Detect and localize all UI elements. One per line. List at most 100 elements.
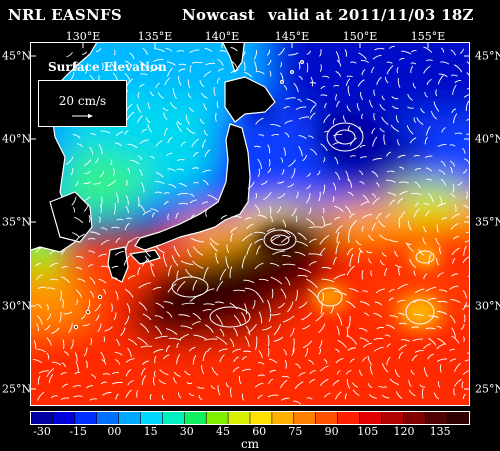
current-vector xyxy=(390,124,400,132)
current-vector xyxy=(411,50,417,53)
current-vector xyxy=(110,159,113,166)
current-vector xyxy=(271,288,274,299)
current-vector xyxy=(441,217,448,221)
current-vector xyxy=(152,212,156,218)
current-vector xyxy=(241,50,246,58)
current-vector xyxy=(451,213,460,219)
current-vector xyxy=(167,136,173,144)
current-vector xyxy=(138,282,151,289)
current-vector xyxy=(464,240,470,243)
current-vector xyxy=(359,369,363,377)
current-vector xyxy=(451,335,460,344)
current-vector xyxy=(230,69,239,74)
current-vector xyxy=(463,314,466,323)
current-vector xyxy=(114,142,122,147)
current-vector xyxy=(346,326,349,338)
current-vector xyxy=(215,314,224,326)
current-vector xyxy=(192,279,198,291)
current-vector xyxy=(139,204,146,213)
current-vector xyxy=(301,312,312,321)
current-vector xyxy=(320,143,328,152)
current-vector xyxy=(267,334,270,347)
colorbar-swatch xyxy=(31,412,54,424)
current-vector xyxy=(267,299,271,313)
current-vector xyxy=(72,206,75,213)
colorbar-swatch xyxy=(425,412,448,424)
current-vector xyxy=(127,143,138,149)
current-vector xyxy=(424,92,428,98)
current-vector xyxy=(454,79,462,84)
current-vector xyxy=(153,376,156,386)
current-vector xyxy=(271,133,280,137)
current-vector xyxy=(438,169,446,175)
current-vector xyxy=(111,277,118,280)
current-vector xyxy=(437,311,448,315)
current-vector xyxy=(75,267,83,270)
current-vector xyxy=(282,219,286,228)
current-vector xyxy=(318,323,326,333)
current-vector xyxy=(165,47,173,52)
colorbar-swatch xyxy=(271,412,295,424)
current-vector xyxy=(437,203,446,208)
current-vector xyxy=(163,192,170,194)
current-vector xyxy=(293,82,299,93)
current-vector xyxy=(400,211,406,219)
current-vector xyxy=(295,290,298,302)
current-vector xyxy=(357,79,365,87)
current-vector xyxy=(167,67,174,77)
kuril-island xyxy=(290,70,295,75)
current-vector xyxy=(101,62,104,71)
current-vector xyxy=(63,351,70,356)
current-vector xyxy=(386,343,391,348)
current-vector xyxy=(229,266,233,278)
current-vector xyxy=(344,393,348,400)
current-vector xyxy=(241,255,247,269)
current-vector xyxy=(315,312,325,322)
current-vector xyxy=(247,181,255,190)
current-vector xyxy=(293,400,302,405)
map-frame xyxy=(30,42,470,406)
current-vector xyxy=(282,263,296,266)
colorbar-unit: cm xyxy=(240,437,260,451)
current-vector xyxy=(111,63,115,69)
current-vector xyxy=(127,347,132,358)
current-vector xyxy=(111,303,113,312)
current-vector xyxy=(150,67,161,73)
current-vector xyxy=(384,76,389,84)
current-vector xyxy=(359,91,364,101)
lat-label-25-left: 25°N xyxy=(2,382,32,396)
current-vector xyxy=(438,73,448,78)
current-vector xyxy=(306,184,311,190)
current-vector xyxy=(191,61,203,64)
current-vector xyxy=(381,363,389,373)
current-vector xyxy=(124,315,130,326)
colorbar-swatch xyxy=(96,412,120,424)
colorbar-swatch xyxy=(293,412,317,424)
current-vector xyxy=(270,262,280,267)
current-vector xyxy=(147,124,153,133)
current-vector xyxy=(373,112,376,121)
current-vector xyxy=(89,290,95,298)
current-vector xyxy=(298,116,310,120)
current-vector xyxy=(188,392,195,397)
current-vector xyxy=(137,92,140,99)
current-vector xyxy=(450,166,453,174)
current-vector xyxy=(155,82,161,88)
current-vector xyxy=(270,124,281,128)
current-vector xyxy=(33,340,37,350)
current-vector xyxy=(150,208,159,213)
colorbar-swatch xyxy=(206,412,229,424)
current-vector xyxy=(142,47,148,56)
current-vector xyxy=(337,339,347,349)
current-vector xyxy=(399,57,405,61)
current-vector xyxy=(408,389,416,397)
current-vector xyxy=(333,256,337,265)
current-vector xyxy=(461,381,464,389)
current-vector xyxy=(398,181,409,184)
current-vector xyxy=(267,144,271,154)
current-vector xyxy=(334,391,342,400)
colorbar-swatch xyxy=(184,412,207,424)
current-vector xyxy=(376,326,384,330)
current-vector xyxy=(137,336,148,346)
current-vector xyxy=(100,130,111,134)
